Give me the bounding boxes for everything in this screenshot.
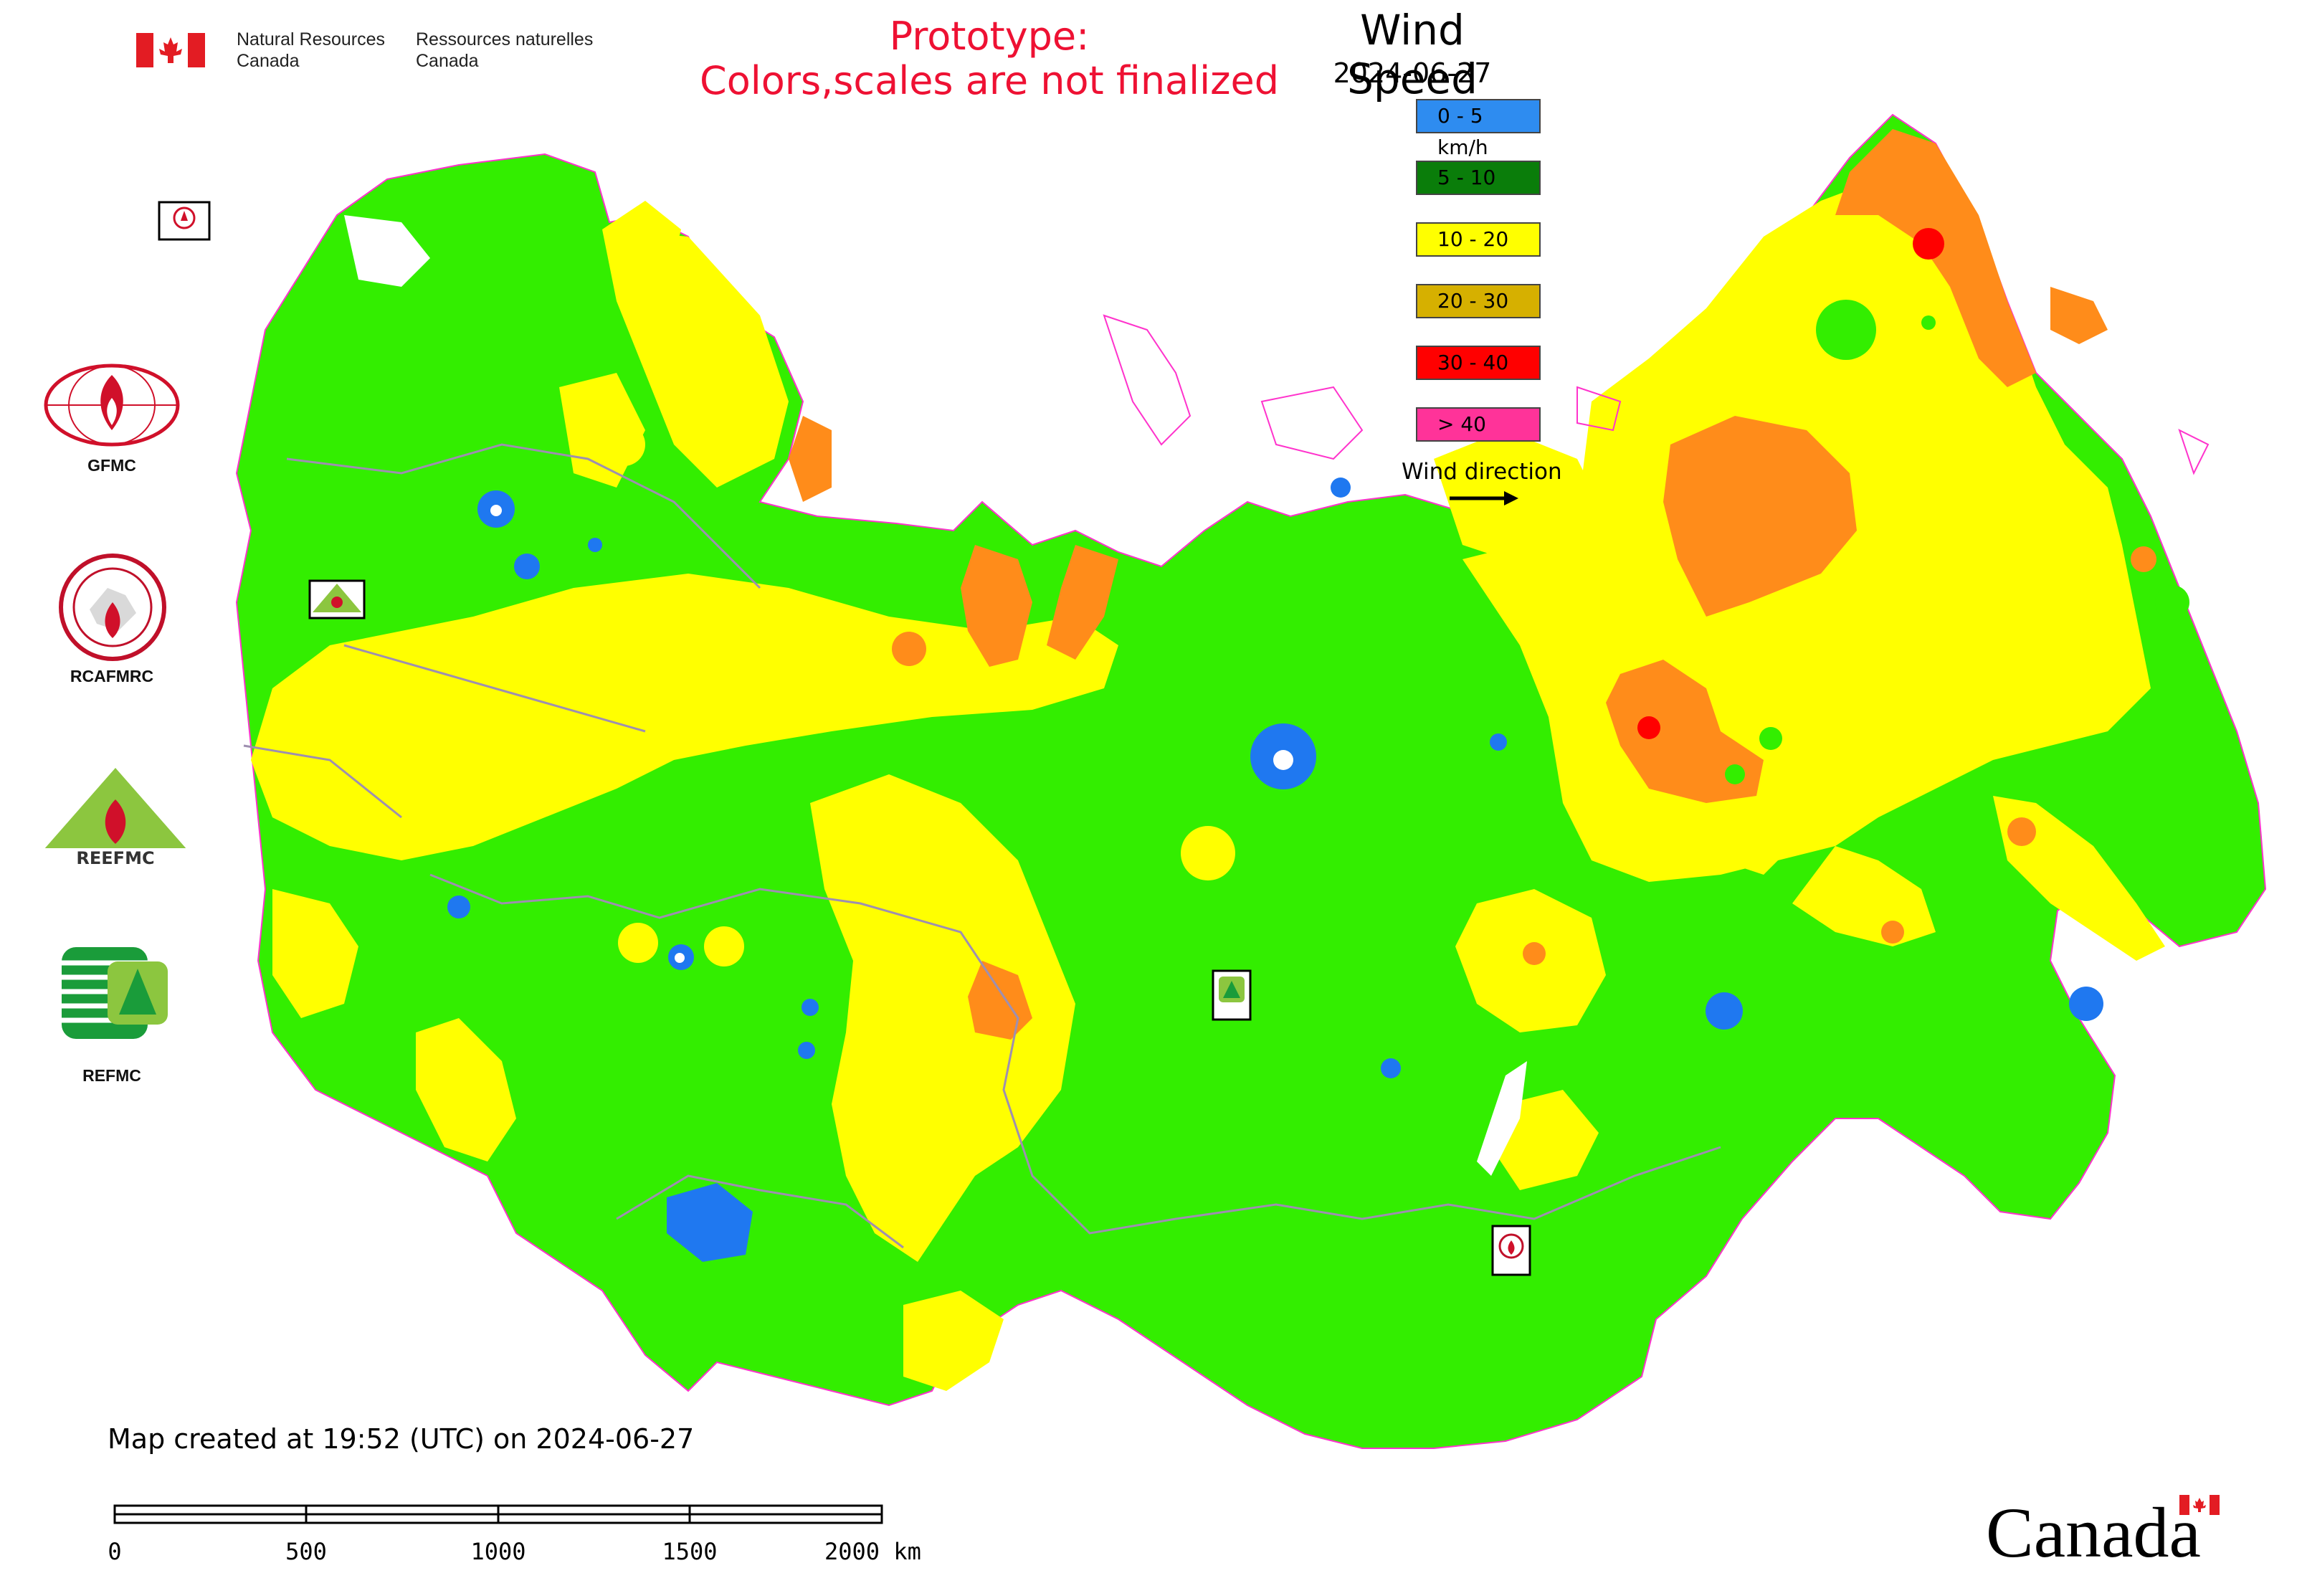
canada-flag-icon — [136, 33, 205, 67]
scale-label-0: 0 — [108, 1538, 121, 1565]
rcafmrc-logo-icon — [59, 554, 166, 661]
wind-direction-label: Wind direction — [1402, 459, 1562, 485]
rcafmrc-map-marker-icon — [1491, 1225, 1531, 1276]
svg-text:REEFMC: REEFMC — [76, 848, 154, 868]
canada-wordmark: Canada — [1986, 1493, 2201, 1572]
scale-label-2000: 2000 km — [824, 1538, 921, 1565]
legend-item-30-40: 30 - 40 — [1416, 346, 1541, 380]
gfmc-map-marker-icon — [158, 201, 211, 241]
legend-item-5-10: 5 - 10 — [1416, 161, 1541, 195]
wind-20-30-zones — [789, 129, 2156, 1040]
refmc-label: REFMC — [82, 1066, 141, 1085]
prototype-notice: Prototype: Colors,scales are not finaliz… — [645, 14, 1333, 103]
nrcan-french: Ressources naturelles Canada — [416, 29, 594, 71]
prototype-subtitle: Colors,scales are not finalized — [700, 58, 1279, 103]
lakes — [344, 215, 1527, 1176]
legend-item-over-40: > 40 — [1416, 407, 1541, 442]
islands — [1103, 314, 2210, 475]
prototype-title: Prototype: — [889, 14, 1090, 59]
scale-label-1500: 1500 — [662, 1538, 717, 1565]
country-borders — [243, 443, 1721, 1249]
legend-title: Wind Speed — [1347, 6, 1478, 103]
legend-item-0-5: 0 - 5 km/h — [1416, 99, 1541, 159]
scale-bar: 0 500 1000 1500 2000 km — [108, 1504, 921, 1565]
wind-direction-arrow-icon — [1450, 491, 1518, 505]
wind-5-10-patches — [1725, 300, 2189, 784]
map-created-timestamp: Map created at 19:52 (UTC) on 2024-06-27 — [108, 1423, 695, 1455]
legend-date: 2024-06-27 — [1333, 57, 1492, 89]
canada-wordmark-flag-icon — [2179, 1495, 2220, 1515]
wind-30-40-zones — [1637, 228, 1944, 739]
refmc-logo-icon — [62, 947, 168, 1039]
reefmc-map-marker-icon — [308, 579, 366, 619]
reefmc-logo-icon: REEFMC — [44, 768, 187, 868]
gfmc-label: GFMC — [87, 456, 136, 475]
nrcan-english: Natural Resources Canada — [237, 29, 386, 71]
rcafmrc-label: RCAFMRC — [70, 667, 154, 685]
scale-label-1000: 1000 — [470, 1538, 525, 1565]
nrcan-signature: Natural Resources Canada Ressources natu… — [136, 29, 638, 79]
refmc-map-marker-icon — [1212, 969, 1252, 1021]
legend-item-10-20: 10 - 20 — [1416, 222, 1541, 257]
gfmc-logo-icon — [44, 364, 180, 447]
scale-label-500: 500 — [285, 1538, 327, 1565]
legend-item-20-30: 20 - 30 — [1416, 284, 1541, 318]
